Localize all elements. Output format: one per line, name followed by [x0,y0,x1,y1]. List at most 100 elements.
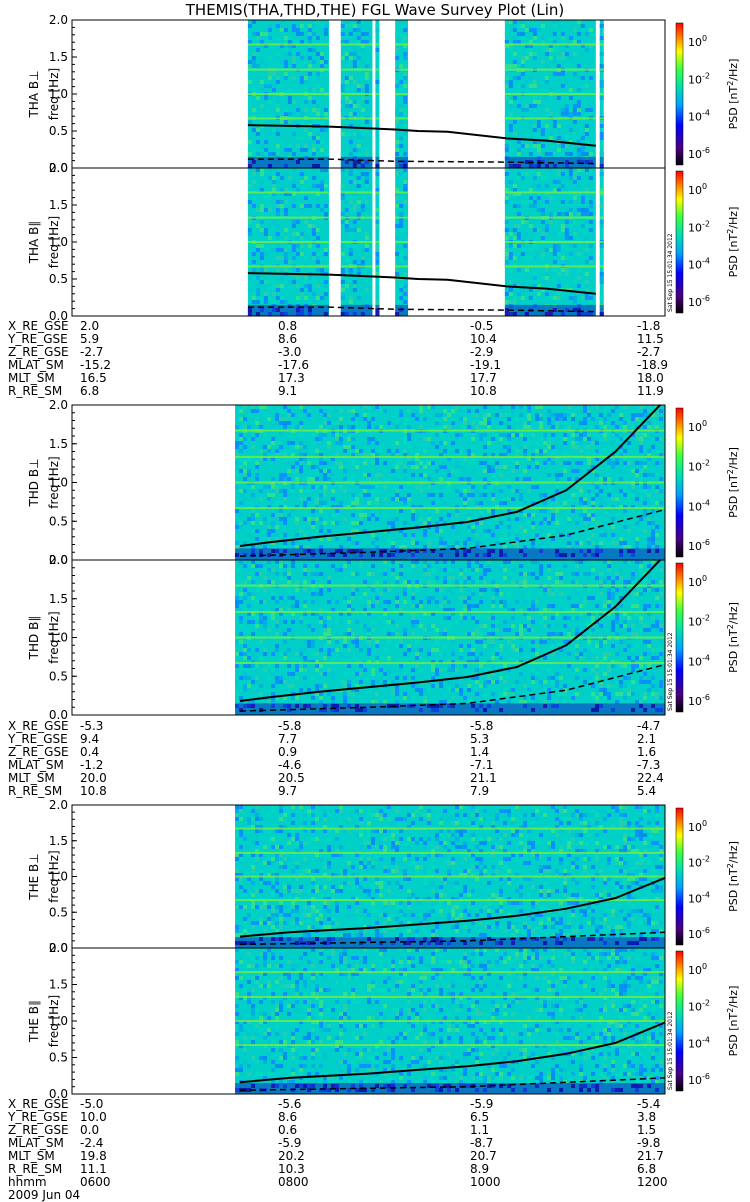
noise-cell [287,469,291,473]
noise-cell [585,248,589,252]
noise-cell [323,576,327,580]
noise-cell [279,925,283,929]
noise-cell [463,644,467,648]
noise-cell [431,441,435,445]
noise-cell [527,513,531,517]
noise-cell [391,632,395,636]
noise-cell [523,576,527,580]
noise-cell [411,632,415,636]
noise-cell [511,497,515,501]
noise-cell [583,572,587,576]
noise-cell [312,284,316,288]
noise-cell [555,616,559,620]
noise-cell [239,640,243,644]
noise-cell [515,680,519,684]
noise-cell [399,560,403,564]
noise-cell [399,572,403,576]
noise-cell [595,493,599,497]
noise-cell [463,616,467,620]
noise-cell [288,88,292,92]
noise-cell [248,288,252,292]
noise-cell [499,537,503,541]
noise-cell [299,668,303,672]
noise-cell [363,624,367,628]
noise-cell [327,413,331,417]
noise-cell [391,560,395,564]
noise-cell [276,180,280,184]
noise-cell [517,212,521,216]
noise-cell [359,521,363,525]
noise-cell [296,232,300,236]
noise-cell [431,668,435,672]
noise-cell [571,696,575,700]
noise-cell [252,172,256,176]
noise-cell [347,445,351,449]
noise-cell [531,521,535,525]
noise-cell [391,572,395,576]
noise-cell [365,248,369,252]
noise-cell [607,696,611,700]
noise-cell [491,596,495,600]
noise-cell [579,433,583,437]
noise-cell [655,692,659,696]
noise-cell [403,188,407,192]
noise-cell [523,405,527,409]
noise-cell [619,692,623,696]
noise-cell [379,509,383,513]
noise-cell [527,441,531,445]
noise-cell [575,624,579,628]
noise-cell [343,829,347,833]
noise-cell [407,588,411,592]
noise-cell [527,572,531,576]
noise-cell [545,124,549,128]
noise-cell [349,104,353,108]
noise-cell [533,80,537,84]
noise-cell [292,244,296,248]
noise-cell [331,425,335,429]
noise-cell [395,477,399,481]
noise-cell [324,284,328,288]
noise-cell [577,76,581,80]
noise-cell [260,228,264,232]
noise-cell [655,501,659,505]
harmonic-band [248,117,329,119]
noise-cell [347,620,351,624]
noise-cell [327,837,331,841]
noise-cell [252,300,256,304]
noise-cell [345,80,349,84]
noise-cell [395,425,399,429]
noise-cell [519,628,523,632]
noise-cell [507,640,511,644]
harmonic-band [248,241,329,243]
noise-cell [635,521,639,525]
noise-cell [395,300,399,304]
noise-cell [319,672,323,676]
colorbar-tick-label: 10-6 [688,146,710,161]
noise-cell [283,865,287,869]
noise-cell [363,489,367,493]
noise-cell [529,296,533,300]
noise-cell [567,417,571,421]
noise-cell [316,236,320,240]
noise-cell [316,228,320,232]
noise-cell [589,296,593,300]
noise-cell [647,604,651,608]
noise-cell [353,132,357,136]
noise-cell [635,620,639,624]
noise-cell [553,72,557,76]
noise-cell [599,688,603,692]
noise-cell [547,445,551,449]
noise-cell [288,120,292,124]
noise-cell [312,232,316,236]
noise-cell [259,877,263,881]
noise-cell [619,537,623,541]
noise-cell [399,120,403,124]
noise-cell [555,692,559,696]
noise-cell [577,40,581,44]
noise-cell [587,461,591,465]
noise-cell [553,40,557,44]
noise-cell [595,425,599,429]
noise-cell [247,648,251,652]
noise-cell [371,604,375,608]
noise-cell [513,76,517,80]
